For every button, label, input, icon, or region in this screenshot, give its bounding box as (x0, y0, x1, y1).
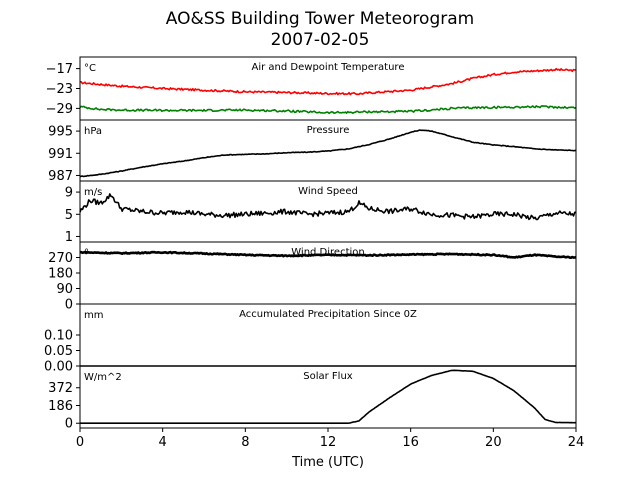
series-line-1-2 (79, 105, 577, 115)
y-tick-label: 372 (48, 381, 73, 396)
series-line-1-1 (80, 67, 577, 96)
panel-title: Air and Dewpoint Temperature (252, 62, 405, 73)
series-line-4-1 (79, 250, 577, 260)
units-label: mm (84, 310, 103, 321)
units-label: W/m^2 (84, 372, 122, 383)
panel-title: Wind Direction (291, 247, 365, 258)
y-tick-label: 991 (48, 147, 73, 162)
y-tick-label: 1 (65, 230, 73, 245)
series-line-6-1 (80, 369, 576, 425)
x-tick-label: 24 (568, 435, 585, 450)
panel-title: Wind Speed (298, 186, 358, 197)
y-tick-label: −23 (46, 82, 73, 97)
y-tick-label: 995 (48, 125, 73, 140)
y-tick-label: 0 (65, 298, 73, 313)
series-line-2-1 (79, 129, 577, 178)
units-label: m/s (84, 187, 102, 198)
y-tick-label: 987 (48, 169, 73, 184)
y-tick-label: 270 (48, 251, 73, 266)
series-line-3-1 (79, 193, 576, 221)
panel-2: 995 991 987 hPa Pressure (48, 119, 577, 184)
panel-title: Accumulated Precipitation Since 0Z (239, 309, 417, 320)
x-tick-label: 0 (76, 435, 84, 450)
chart-subtitle: 2007-02-05 (271, 30, 370, 50)
x-tick-label: 20 (485, 435, 502, 450)
y-tick-label: 0.10 (44, 329, 73, 344)
panel-5: 0.100.050.00 mm Accumulated Precipitation … (44, 303, 577, 375)
panel-title: Pressure (307, 125, 350, 136)
y-tick-label: 9 (65, 186, 73, 201)
panel-1: −17 −23 −29 °C Air and Dewpoint Temperature (46, 56, 577, 121)
panel-3: 9 5 1 m/s Wind Speed (65, 180, 577, 245)
x-tick-label: 12 (320, 435, 337, 450)
y-tick-label: 0.05 (44, 344, 73, 359)
panel-6: 372 186 0 W/m^2 Solar Flux (48, 365, 577, 432)
units-label: ° (84, 248, 89, 259)
y-tick-label: 180 (48, 267, 73, 282)
units-label: hPa (84, 126, 102, 137)
y-tick-label: −29 (46, 102, 73, 117)
y-tick-label: 186 (48, 399, 73, 414)
x-tick-label: 8 (241, 435, 249, 450)
y-tick-label: 0 (65, 417, 73, 432)
y-tick-label: 90 (56, 282, 73, 297)
x-axis: 0 4 8 12 16 20 24 (76, 428, 584, 450)
x-tick-label: 4 (159, 435, 167, 450)
x-axis-label: Time (UTC) (291, 455, 364, 470)
y-tick-label: 0.00 (44, 360, 73, 375)
x-tick-label: 16 (402, 435, 419, 450)
panels-group: −17 −23 −29 °C Air and Dewpoint Temperature 9… (44, 56, 577, 432)
units-label: °C (84, 63, 96, 74)
panel-title: Solar Flux (303, 371, 353, 382)
y-tick-label: 5 (65, 208, 73, 223)
chart-title: AO&SS Building Tower Meteorogram (166, 9, 474, 29)
y-tick-label: −17 (46, 62, 73, 77)
